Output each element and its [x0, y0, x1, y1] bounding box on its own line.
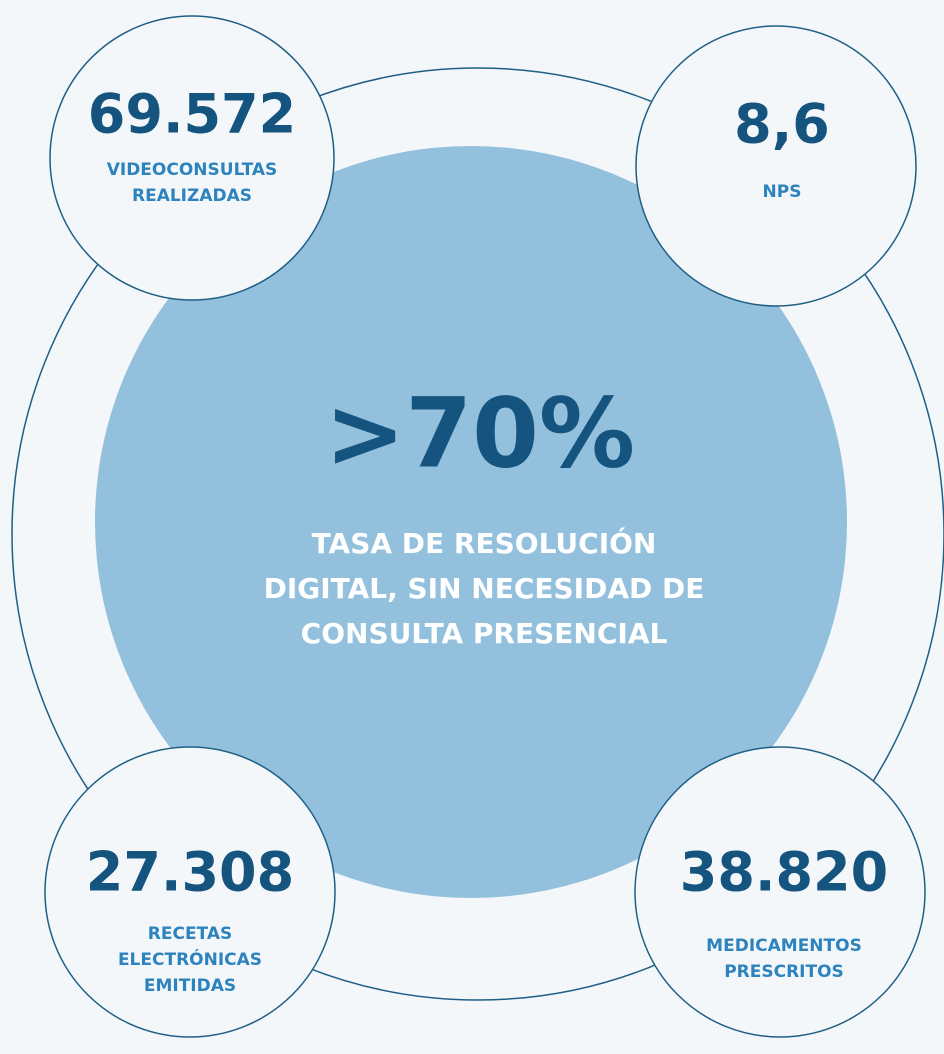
stat-label: EMITIDAS [144, 976, 236, 996]
center-disc [95, 146, 847, 898]
stat-value: 69.572 [88, 83, 296, 146]
stat-label: VIDEOCONSULTAS [107, 160, 278, 180]
center-label: TASA DE RESOLUCIÓN [312, 526, 657, 560]
stat-circle [44, 746, 336, 1038]
stat-label: RECETAS [148, 924, 232, 944]
stat-value: 8,6 [734, 93, 830, 156]
center-label: CONSULTA PRESENCIAL [301, 617, 668, 650]
stat-label: ELECTRÓNICAS [118, 948, 262, 970]
stat-label: PRESCRITOS [724, 962, 844, 982]
stat-circle [635, 25, 917, 307]
center-label: DIGITAL, SIN NECESIDAD DE [264, 572, 705, 605]
stat-label: REALIZADAS [132, 186, 252, 206]
stat-label: NPS [763, 182, 802, 202]
stat-circle [634, 746, 926, 1038]
stat-circle [49, 15, 335, 301]
center-value: >70% [325, 377, 635, 489]
stat-label: MEDICAMENTOS [706, 936, 862, 956]
stat-value: 27.308 [86, 841, 294, 904]
outer-ring [11, 67, 944, 1001]
texts: >70% TASA DE RESOLUCIÓN DIGITAL, SIN NECES… [86, 83, 888, 996]
stat-value: 38.820 [680, 841, 888, 904]
